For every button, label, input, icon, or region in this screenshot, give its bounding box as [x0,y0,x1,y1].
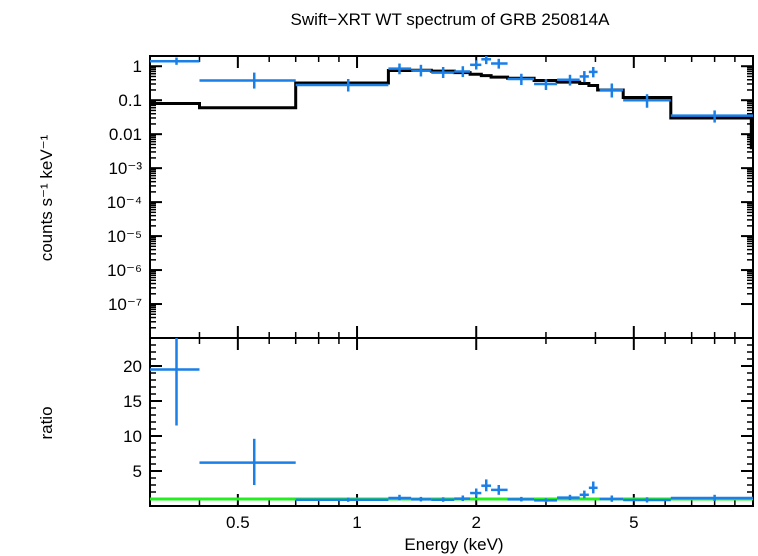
top-data-points [150,56,753,123]
ratio-data-point [454,495,471,502]
x-ticks: 0.5 1 2 5 [198,56,736,532]
x-tick-label: 1 [352,513,361,532]
top-y-tick-label: 10⁻³ [108,159,142,178]
ratio-data-point [481,479,492,492]
ratio-data-point [599,495,624,502]
top-y-axis-label: counts s⁻¹ keV⁻¹ [37,134,56,261]
top-data-point [588,66,598,78]
ratio-data-point [431,497,455,502]
top-data-point [431,66,455,79]
ratio-data-point [470,488,482,497]
top-data-point [557,74,580,86]
top-data-point [470,60,482,70]
ratio-data-point [670,494,753,502]
top-y-tick-label: 10⁻⁵ [107,227,142,246]
ratio-data-point [150,338,200,426]
top-y-tick-label: 10⁻⁷ [108,295,142,314]
top-y-ticks: 1 0.1 0.01 10⁻³ 10⁻⁴ 10⁻⁵ 10⁻⁶ 10⁻⁷ [107,57,753,329]
top-data-point [411,64,432,77]
model-curve [150,68,753,150]
top-y-tick-label: 0.1 [118,91,142,110]
top-data-point [623,94,671,108]
ratio-data-point [491,485,508,495]
ratio-data-point [623,497,671,503]
ratio-data-points [150,338,753,503]
ratio-data-point [588,481,598,494]
top-y-tick-label: 10⁻⁶ [107,261,142,280]
bottom-y-tick-label: 20 [123,357,142,376]
chart-title: Swift−XRT WT spectrum of GRB 250814A [291,10,611,29]
ratio-data-point [411,496,432,502]
x-axis-label: Energy (keV) [404,535,503,554]
ratio-data-point [388,494,412,501]
ratio-data-point [579,490,589,499]
x-tick-label: 0.5 [226,513,250,532]
ratio-data-point [295,497,389,502]
top-data-point [150,57,200,65]
bottom-y-axis-label: ratio [37,406,56,439]
top-y-tick-label: 0.01 [109,125,142,144]
x-tick-label: 2 [472,513,481,532]
bottom-y-tick-label: 10 [123,427,142,446]
top-data-point [454,66,471,78]
top-data-point [388,63,412,75]
top-y-tick-label: 10⁻⁴ [107,193,142,212]
top-data-point [507,73,535,86]
bottom-y-ticks: 5 10 15 20 [123,344,753,500]
top-y-tick-label: 1 [133,57,142,76]
bottom-y-tick-label: 15 [123,392,142,411]
bottom-panel-frame [149,337,754,507]
ratio-data-point [534,498,558,503]
top-data-point [599,83,624,98]
ratio-data-point [557,494,580,501]
top-data-point [295,79,389,92]
ratio-data-point [507,496,535,502]
top-data-point [199,72,296,89]
model-step-line [150,68,753,150]
ratio-data-point [199,438,296,485]
top-data-point [670,110,753,123]
top-data-point [491,58,508,69]
top-data-point [481,56,492,65]
top-data-point [579,71,589,83]
bottom-y-tick-label: 5 [133,462,142,481]
top-data-point [534,79,558,90]
x-tick-label: 5 [629,513,638,532]
